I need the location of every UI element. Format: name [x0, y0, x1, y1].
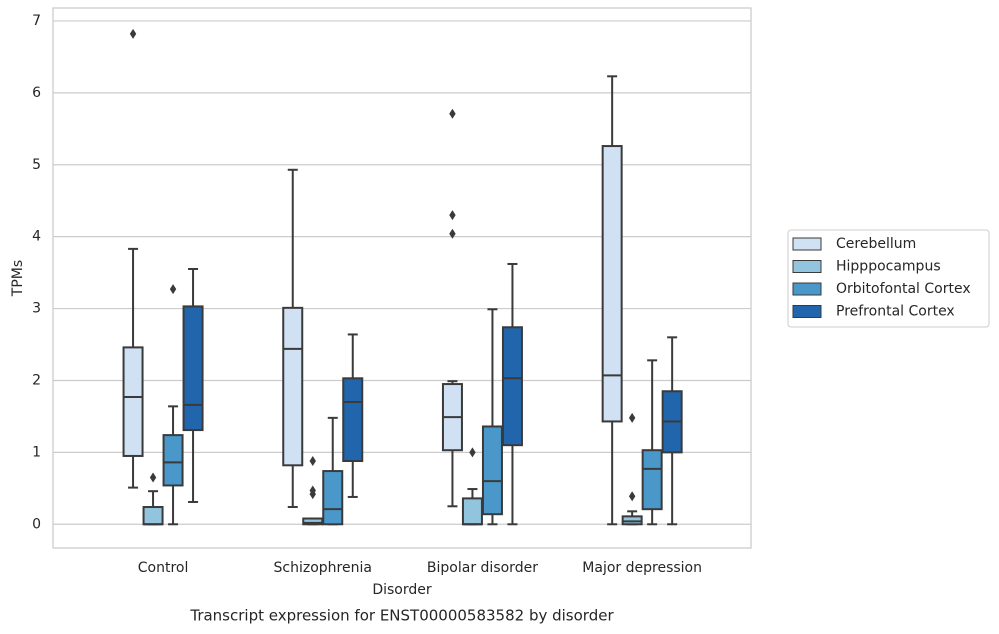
- y-tick-label: 1: [32, 444, 41, 460]
- outlier: [309, 455, 316, 466]
- outlier: [628, 491, 636, 502]
- y-tick-label: 2: [32, 372, 41, 388]
- outlier: [149, 472, 157, 483]
- box: [162, 434, 184, 487]
- outlier: [469, 447, 476, 458]
- y-tick-label: 7: [32, 13, 41, 29]
- legend-label: Hipppocampus: [836, 259, 941, 275]
- y-tick-label: 3: [32, 301, 41, 317]
- outlier: [449, 210, 456, 221]
- legend-label: Cerebellum: [836, 236, 916, 252]
- outlier: [449, 108, 456, 119]
- x-axis-label: Disorder: [372, 582, 432, 598]
- outlier: [169, 284, 177, 295]
- outlier: [628, 412, 636, 423]
- box: [282, 306, 304, 467]
- y-axis-label: TPMs: [10, 260, 26, 297]
- legend-swatch: [792, 305, 822, 318]
- box: [142, 506, 164, 526]
- x-tick-label: Major depression: [582, 560, 702, 576]
- legend-label: Prefrontal Cortex: [836, 304, 955, 320]
- box: [601, 145, 623, 423]
- legend: [787, 229, 990, 328]
- x-tick-label: Schizophrenia: [274, 560, 372, 576]
- legend-swatch: [792, 260, 822, 273]
- box: [342, 377, 364, 462]
- caption: Transcript expression for ENST0000058358…: [189, 607, 614, 625]
- box: [501, 326, 523, 447]
- box: [182, 305, 204, 432]
- legend-label: Orbitofontal Cortex: [836, 281, 971, 297]
- box: [122, 346, 144, 457]
- box: [621, 515, 643, 526]
- y-tick-label: 6: [32, 85, 41, 101]
- y-tick-label: 0: [32, 516, 41, 532]
- y-tick-label: 4: [32, 229, 41, 245]
- box: [641, 449, 663, 511]
- outlier: [449, 228, 456, 239]
- legend-swatch: [792, 237, 822, 251]
- y-tick-label: 5: [32, 157, 41, 173]
- legend-swatch: [792, 282, 822, 296]
- box: [481, 425, 503, 516]
- x-tick-label: Bipolar disorder: [427, 560, 538, 576]
- box: [461, 497, 483, 526]
- x-tick-label: Control: [138, 560, 189, 576]
- outlier: [309, 485, 316, 496]
- box: [322, 470, 344, 526]
- outlier: [129, 28, 137, 39]
